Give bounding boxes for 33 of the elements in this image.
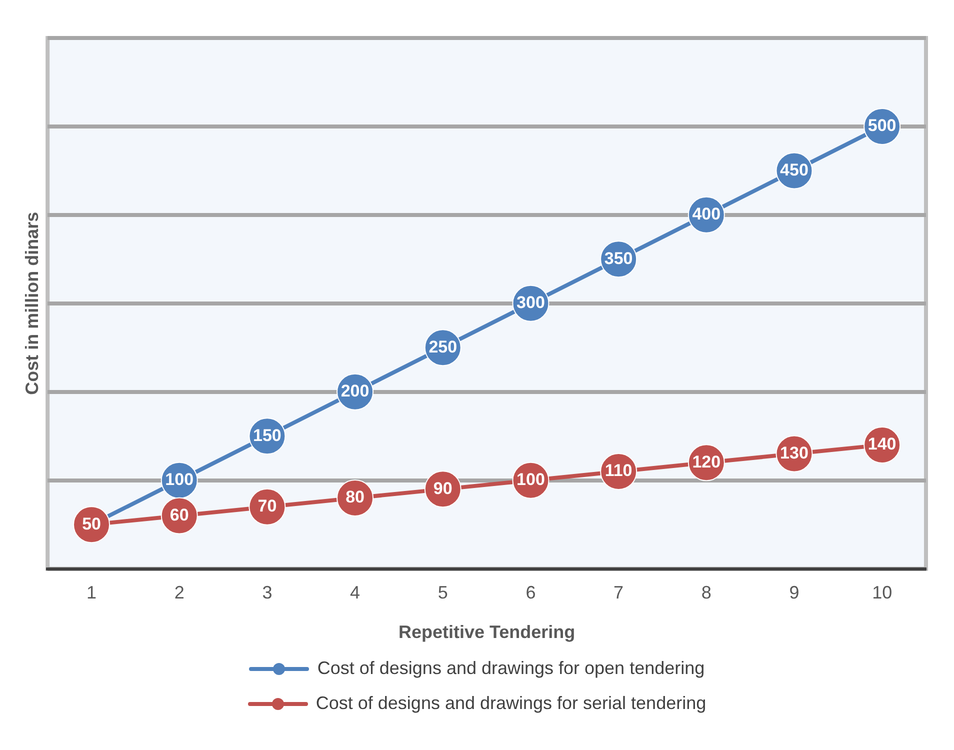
data-label: 400	[692, 204, 721, 224]
x-tick-label: 1	[86, 582, 97, 603]
x-tick-label: 7	[614, 582, 624, 603]
data-label: 120	[692, 452, 721, 472]
x-tick-label: 5	[438, 582, 448, 603]
data-label: 100	[516, 470, 545, 490]
x-axis-title: Repetitive Tendering	[398, 622, 576, 642]
data-label: 90	[433, 478, 452, 498]
x-tick-label: 9	[789, 582, 800, 603]
data-label: 130	[780, 443, 808, 462]
data-label: 50	[82, 514, 101, 534]
y-axis-title: Cost in million dinars	[22, 212, 42, 395]
data-label: 150	[253, 426, 282, 445]
data-label: 450	[780, 160, 808, 180]
legend-label: Cost of designs and drawings for open tendering	[317, 658, 705, 679]
x-tick-label: 8	[701, 582, 712, 603]
data-label: 80	[346, 488, 364, 507]
x-tick-label: 2	[174, 582, 184, 603]
data-label: 140	[868, 434, 896, 454]
data-label: 350	[604, 248, 633, 268]
x-tick-label: 10	[872, 582, 892, 603]
data-label: 60	[170, 505, 189, 524]
x-tick-label: 4	[350, 582, 360, 603]
x-tick-label: 3	[262, 582, 272, 603]
data-label: 500	[868, 116, 896, 136]
x-tick-label: 6	[526, 582, 536, 603]
data-label: 250	[428, 337, 458, 356]
legend-label: Cost of designs and drawings for serial tendering	[316, 693, 706, 714]
data-label: 200	[340, 382, 370, 401]
data-label: 100	[165, 470, 194, 490]
data-label: 110	[604, 461, 632, 480]
data-label: 300	[516, 293, 545, 312]
data-label: 70	[258, 496, 277, 516]
